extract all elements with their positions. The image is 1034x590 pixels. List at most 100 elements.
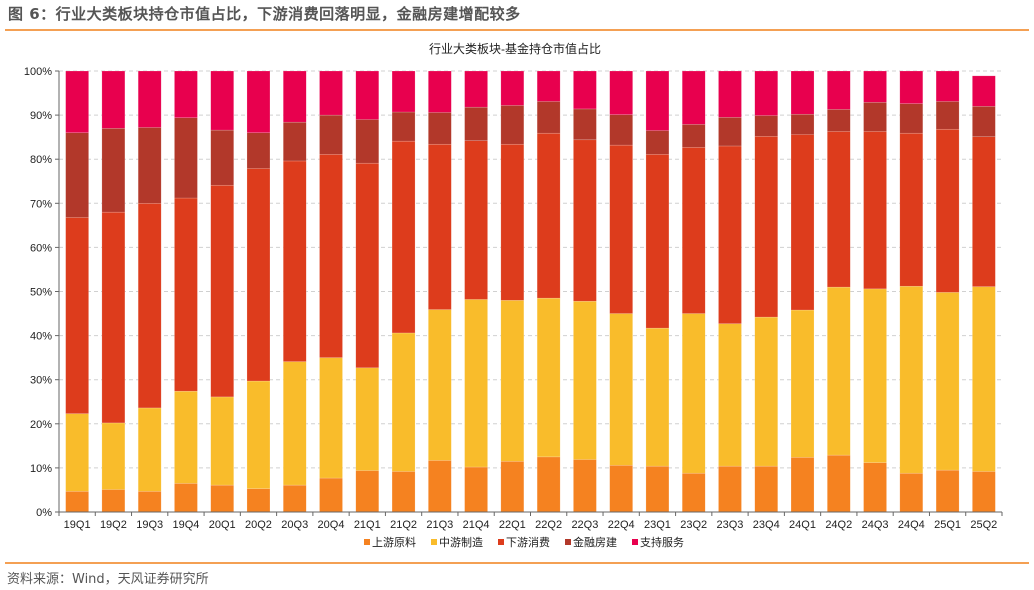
bar-segment <box>210 484 234 513</box>
bar-segment <box>972 471 996 513</box>
bar-segment <box>863 462 887 513</box>
bar-segment <box>246 380 271 489</box>
bar-segment <box>718 323 742 467</box>
bar-segment <box>645 154 670 329</box>
bar-segment <box>827 131 851 288</box>
bar-segment <box>754 136 778 318</box>
bar-segment <box>391 471 416 513</box>
bar-segment <box>681 147 706 314</box>
bar-segment <box>790 134 815 311</box>
x-tick-label: 22Q2 <box>535 519 562 531</box>
legend-label: 中游制造 <box>439 535 483 549</box>
bar-segment <box>754 465 778 513</box>
bar-segment <box>754 115 778 137</box>
legend-label: 金融房建 <box>573 535 617 549</box>
bar-segment <box>391 140 416 334</box>
legend-swatch <box>431 539 437 545</box>
bar-segment <box>464 140 488 300</box>
x-tick-label: 25Q2 <box>970 519 997 531</box>
x-tick-label: 21Q4 <box>463 519 490 531</box>
y-tick-label: 60% <box>30 242 52 254</box>
bar-segment <box>65 70 89 133</box>
bar-segment <box>573 459 597 513</box>
bar-segment <box>899 103 924 134</box>
bar-segment <box>246 70 271 133</box>
y-tick-label: 30% <box>30 375 52 387</box>
bar-segment <box>500 461 525 513</box>
bar-segment <box>428 143 452 310</box>
bar-segment <box>246 168 271 382</box>
bar-segment <box>174 117 198 199</box>
x-tick-label: 20Q3 <box>281 519 308 531</box>
bar-segment <box>464 466 488 513</box>
bar-segment <box>500 105 525 145</box>
y-tick-label: 10% <box>30 463 52 475</box>
bar-segment <box>428 309 452 461</box>
y-tick-label: 100% <box>24 66 52 78</box>
x-tick-label: 24Q1 <box>789 519 816 531</box>
x-tick-label: 19Q3 <box>136 519 163 531</box>
bar-segment <box>536 297 561 458</box>
x-tick-label: 21Q2 <box>390 519 417 531</box>
bar-segment <box>137 70 162 128</box>
legend-item: 下游消费 <box>498 535 550 549</box>
bar-segment <box>681 124 706 148</box>
bar-segment <box>681 472 706 513</box>
bar-segment <box>935 469 960 513</box>
x-tick-label: 20Q1 <box>209 519 236 531</box>
bar-segment <box>101 70 126 129</box>
bar-segment <box>645 465 670 513</box>
bar-segment <box>101 422 126 490</box>
bar-segment <box>573 108 597 141</box>
bar-segment <box>863 70 887 103</box>
x-tick-label: 20Q2 <box>245 519 272 531</box>
y-tick-label: 70% <box>30 198 52 210</box>
x-tick-label: 22Q1 <box>499 519 526 531</box>
bar-segment <box>790 457 815 513</box>
bar-segment <box>827 70 851 110</box>
bar-segment <box>137 203 162 409</box>
bar-segment <box>391 332 416 472</box>
bar-segment <box>609 144 633 314</box>
bar-segment <box>355 119 380 164</box>
bar-segment <box>863 102 887 132</box>
bar-segment <box>65 413 89 492</box>
y-tick-label: 20% <box>30 419 52 431</box>
bar-segment <box>319 477 343 513</box>
top-divider <box>5 29 1029 31</box>
bar-segment <box>536 101 561 134</box>
bar-segment <box>536 456 561 513</box>
legend-swatch <box>632 539 638 545</box>
legend-swatch <box>498 539 504 545</box>
bar-segment <box>428 70 452 113</box>
x-tick-label: 23Q3 <box>717 519 744 531</box>
legend-label: 支持服务 <box>640 535 684 549</box>
bar-segment <box>935 128 960 293</box>
bottom-divider <box>5 562 1029 564</box>
bar-segment <box>464 106 488 141</box>
x-tick-label: 20Q4 <box>318 519 345 531</box>
bar-segment <box>754 70 778 116</box>
bar-segment <box>827 286 851 456</box>
bar-segment <box>391 70 416 113</box>
y-tick-label: 80% <box>30 154 52 166</box>
bar-segment <box>65 217 89 414</box>
bar-segment <box>718 70 742 118</box>
bar-segment <box>863 288 887 463</box>
y-tick-label: 40% <box>30 331 52 343</box>
bar-segment <box>65 491 89 513</box>
bar-segment <box>935 70 960 102</box>
x-tick-label: 24Q4 <box>898 519 925 531</box>
legend-label: 上游原料 <box>372 535 416 549</box>
bar-segment <box>536 70 561 102</box>
bar-segment <box>210 184 234 398</box>
bar-segment <box>246 488 271 513</box>
bar-segment <box>210 396 234 486</box>
bar-segment <box>137 127 162 204</box>
x-tick-label: 21Q3 <box>426 519 453 531</box>
bar-segment <box>609 313 633 466</box>
bar-segment <box>283 160 307 362</box>
bar-segment <box>137 491 162 513</box>
bar-segment <box>645 130 670 155</box>
